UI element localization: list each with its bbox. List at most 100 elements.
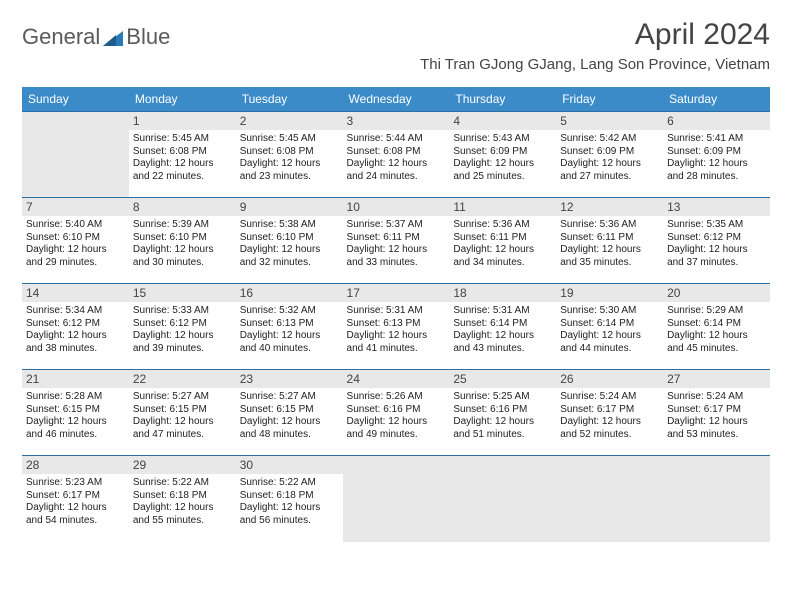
sunrise-text: Sunrise: 5:22 AM (240, 477, 339, 490)
day-number: 14 (22, 284, 129, 302)
sunrise-text: Sunrise: 5:27 AM (240, 391, 339, 404)
day-header: Tuesday (236, 87, 343, 112)
day-header: Saturday (663, 87, 770, 112)
day-details: Sunrise: 5:35 AMSunset: 6:12 PMDaylight:… (667, 219, 766, 269)
calendar-week-row: 14 Sunrise: 5:34 AMSunset: 6:12 PMDayligh… (22, 284, 770, 370)
header: General Blue April 2024 Thi Tran GJong G… (22, 18, 770, 73)
day-number: 16 (236, 284, 343, 302)
sunset-text: Sunset: 6:14 PM (453, 318, 552, 331)
calendar-cell: 12Sunrise: 5:36 AMSunset: 6:11 PMDayligh… (556, 198, 663, 284)
calendar-cell: 7Sunrise: 5:40 AMSunset: 6:10 PMDaylight… (22, 198, 129, 284)
calendar-cell: 18Sunrise: 5:31 AMSunset: 6:14 PMDayligh… (449, 284, 556, 370)
sunrise-text: Sunrise: 5:24 AM (667, 391, 766, 404)
sunrise-text: Sunrise: 5:31 AM (347, 305, 446, 318)
sunset-text: Sunset: 6:08 PM (240, 146, 339, 159)
daylight-text-2: and 46 minutes. (26, 429, 125, 442)
daylight-text: Daylight: 12 hours (133, 158, 232, 171)
calendar-cell (663, 456, 770, 542)
daylight-text: Daylight: 12 hours (240, 502, 339, 515)
day-number: 30 (236, 456, 343, 474)
sunset-text: Sunset: 6:18 PM (133, 490, 232, 503)
calendar-cell: 25Sunrise: 5:25 AMSunset: 6:16 PMDayligh… (449, 370, 556, 456)
daylight-text: Daylight: 12 hours (240, 158, 339, 171)
calendar-cell: 20Sunrise: 5:29 AMSunset: 6:14 PMDayligh… (663, 284, 770, 370)
day-number: 5 (556, 112, 663, 130)
calendar-cell (343, 456, 450, 542)
daylight-text: Daylight: 12 hours (240, 416, 339, 429)
day-details: Sunrise: 5:34 AMSunset: 6:12 PMDaylight:… (26, 305, 125, 355)
daylight-text-2: and 22 minutes. (133, 171, 232, 184)
sunset-text: Sunset: 6:17 PM (560, 404, 659, 417)
day-details: Sunrise: 5:22 AMSunset: 6:18 PMDaylight:… (133, 477, 232, 527)
daylight-text-2: and 30 minutes. (133, 257, 232, 270)
sunrise-text: Sunrise: 5:29 AM (667, 305, 766, 318)
day-number: 28 (22, 456, 129, 474)
daylight-text-2: and 23 minutes. (240, 171, 339, 184)
sunset-text: Sunset: 6:17 PM (667, 404, 766, 417)
daylight-text: Daylight: 12 hours (347, 158, 446, 171)
sunset-text: Sunset: 6:18 PM (240, 490, 339, 503)
daylight-text-2: and 49 minutes. (347, 429, 446, 442)
sunset-text: Sunset: 6:09 PM (667, 146, 766, 159)
calendar-cell: 1Sunrise: 5:45 AMSunset: 6:08 PMDaylight… (129, 112, 236, 198)
sunrise-text: Sunrise: 5:33 AM (133, 305, 232, 318)
sunrise-text: Sunrise: 5:36 AM (560, 219, 659, 232)
day-number: 13 (663, 198, 770, 216)
sunset-text: Sunset: 6:08 PM (347, 146, 446, 159)
calendar-cell: 6Sunrise: 5:41 AMSunset: 6:09 PMDaylight… (663, 112, 770, 198)
calendar-cell: 24Sunrise: 5:26 AMSunset: 6:16 PMDayligh… (343, 370, 450, 456)
day-details: Sunrise: 5:42 AMSunset: 6:09 PMDaylight:… (560, 133, 659, 183)
day-details: Sunrise: 5:23 AMSunset: 6:17 PMDaylight:… (26, 477, 125, 527)
day-details: Sunrise: 5:22 AMSunset: 6:18 PMDaylight:… (240, 477, 339, 527)
day-details: Sunrise: 5:45 AMSunset: 6:08 PMDaylight:… (133, 133, 232, 183)
calendar-cell: 22Sunrise: 5:27 AMSunset: 6:15 PMDayligh… (129, 370, 236, 456)
calendar-cell (556, 456, 663, 542)
logo: General Blue (22, 18, 170, 50)
daylight-text: Daylight: 12 hours (26, 244, 125, 257)
day-details: Sunrise: 5:24 AMSunset: 6:17 PMDaylight:… (560, 391, 659, 441)
day-details: Sunrise: 5:40 AMSunset: 6:10 PMDaylight:… (26, 219, 125, 269)
calendar-cell: 13 Sunrise: 5:35 AMSunset: 6:12 PMDayligh… (663, 198, 770, 284)
daylight-text-2: and 33 minutes. (347, 257, 446, 270)
daylight-text: Daylight: 12 hours (453, 416, 552, 429)
daylight-text: Daylight: 12 hours (667, 330, 766, 343)
day-details: Sunrise: 5:27 AMSunset: 6:15 PMDaylight:… (133, 391, 232, 441)
day-header: Thursday (449, 87, 556, 112)
sunset-text: Sunset: 6:14 PM (667, 318, 766, 331)
daylight-text-2: and 48 minutes. (240, 429, 339, 442)
calendar-cell (449, 456, 556, 542)
calendar-week-row: 1Sunrise: 5:45 AMSunset: 6:08 PMDaylight… (22, 112, 770, 198)
daylight-text: Daylight: 12 hours (453, 330, 552, 343)
day-number: 18 (449, 284, 556, 302)
daylight-text: Daylight: 12 hours (560, 416, 659, 429)
sunrise-text: Sunrise: 5:43 AM (453, 133, 552, 146)
daylight-text-2: and 51 minutes. (453, 429, 552, 442)
day-header: Friday (556, 87, 663, 112)
sunrise-text: Sunrise: 5:30 AM (560, 305, 659, 318)
daylight-text-2: and 45 minutes. (667, 343, 766, 356)
calendar-cell: 15Sunrise: 5:33 AMSunset: 6:12 PMDayligh… (129, 284, 236, 370)
sunset-text: Sunset: 6:10 PM (26, 232, 125, 245)
daylight-text: Daylight: 12 hours (347, 330, 446, 343)
daylight-text-2: and 56 minutes. (240, 515, 339, 528)
calendar-cell: 11Sunrise: 5:36 AMSunset: 6:11 PMDayligh… (449, 198, 556, 284)
day-number: 9 (236, 198, 343, 216)
day-details: Sunrise: 5:27 AMSunset: 6:15 PMDaylight:… (240, 391, 339, 441)
sunrise-text: Sunrise: 5:37 AM (347, 219, 446, 232)
sunrise-text: Sunrise: 5:27 AM (133, 391, 232, 404)
day-details: Sunrise: 5:36 AMSunset: 6:11 PMDaylight:… (560, 219, 659, 269)
day-number: 2 (236, 112, 343, 130)
day-number: 27 (663, 370, 770, 388)
sunrise-text: Sunrise: 5:45 AM (240, 133, 339, 146)
sunrise-text: Sunrise: 5:22 AM (133, 477, 232, 490)
daylight-text-2: and 41 minutes. (347, 343, 446, 356)
daylight-text-2: and 38 minutes. (26, 343, 125, 356)
daylight-text: Daylight: 12 hours (133, 330, 232, 343)
daylight-text: Daylight: 12 hours (453, 158, 552, 171)
day-details: Sunrise: 5:32 AMSunset: 6:13 PMDaylight:… (240, 305, 339, 355)
sunset-text: Sunset: 6:12 PM (133, 318, 232, 331)
day-details: Sunrise: 5:29 AMSunset: 6:14 PMDaylight:… (667, 305, 766, 355)
day-details: Sunrise: 5:31 AMSunset: 6:13 PMDaylight:… (347, 305, 446, 355)
daylight-text-2: and 28 minutes. (667, 171, 766, 184)
day-details: Sunrise: 5:37 AMSunset: 6:11 PMDaylight:… (347, 219, 446, 269)
